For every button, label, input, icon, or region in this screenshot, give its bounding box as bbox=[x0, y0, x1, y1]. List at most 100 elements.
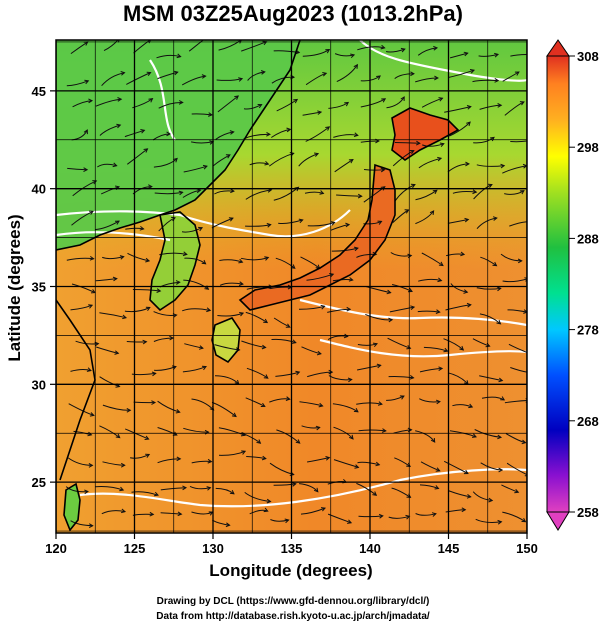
streamline-arrowhead bbox=[173, 157, 178, 163]
streamline bbox=[99, 425, 121, 438]
streamline-arrowhead bbox=[119, 486, 125, 492]
streamline-arrowhead bbox=[438, 366, 444, 372]
streamline-arrowhead bbox=[347, 377, 353, 383]
streamline bbox=[127, 148, 148, 165]
streamline bbox=[445, 509, 466, 513]
streamline bbox=[394, 184, 416, 202]
streamline-arrowhead bbox=[488, 497, 494, 503]
colorbar-tick-label: 258 bbox=[577, 505, 599, 520]
streamline-arrowhead bbox=[261, 455, 267, 461]
x-tick-label: 125 bbox=[124, 541, 146, 556]
streamline-arrowhead bbox=[498, 467, 504, 473]
streamline bbox=[70, 304, 93, 311]
streamline-arrowhead bbox=[293, 98, 299, 104]
streamline-arrowhead bbox=[116, 123, 122, 129]
streamline-arrowhead bbox=[148, 97, 154, 103]
streamline-arrowhead bbox=[92, 180, 98, 185]
streamline-arrowhead bbox=[298, 218, 304, 224]
streamline bbox=[95, 278, 117, 282]
streamline-arrowhead bbox=[388, 317, 394, 323]
streamline bbox=[241, 41, 267, 52]
streamline bbox=[102, 461, 125, 466]
streamline-arrowhead bbox=[529, 219, 533, 223]
streamline-arrowhead bbox=[353, 63, 358, 69]
streamline-arrowhead bbox=[328, 369, 334, 375]
streamline-arrowhead bbox=[350, 53, 356, 59]
colorbar-tick-label: 308 bbox=[577, 49, 599, 64]
streamline-arrowhead bbox=[319, 190, 325, 195]
streamline bbox=[244, 492, 271, 502]
streamline-arrowhead bbox=[432, 189, 438, 195]
streamline-arrowhead bbox=[114, 350, 120, 355]
map-title: MSM 03Z25Aug2023 (1013.2hPa) bbox=[123, 1, 463, 26]
streamline-arrowhead bbox=[182, 251, 188, 257]
streamline-arrowhead bbox=[377, 401, 383, 406]
streamline bbox=[246, 456, 266, 460]
streamline-arrowhead bbox=[198, 345, 204, 350]
colorbar-tick-label: 278 bbox=[577, 323, 599, 338]
y-axis-ticks: 25 30 35 40 45 bbox=[32, 84, 56, 490]
streamline bbox=[219, 259, 243, 263]
streamline-arrowhead bbox=[433, 45, 439, 51]
streamline-arrowhead bbox=[112, 162, 118, 168]
streamline-arrowhead bbox=[320, 507, 326, 512]
streamline-arrowhead bbox=[263, 507, 269, 513]
streamline-arrowhead bbox=[469, 69, 476, 74]
streamline bbox=[157, 458, 181, 464]
streamline-arrowhead bbox=[256, 439, 262, 444]
streamline-arrowhead bbox=[410, 183, 416, 189]
streamline-arrowhead bbox=[471, 433, 477, 438]
streamline-arrowhead bbox=[225, 522, 231, 528]
streamline-arrowhead bbox=[266, 131, 271, 137]
streamline-arrowhead bbox=[463, 51, 469, 57]
streamline bbox=[415, 210, 435, 225]
streamline bbox=[298, 305, 325, 310]
streamline bbox=[334, 159, 354, 173]
streamline-arrowhead bbox=[86, 367, 92, 372]
streamline-arrowhead bbox=[230, 188, 235, 194]
streamline bbox=[300, 256, 320, 269]
streamline bbox=[101, 72, 125, 87]
streamline bbox=[101, 510, 126, 515]
streamline-arrowhead bbox=[431, 512, 437, 517]
streamline-arrowhead bbox=[500, 163, 506, 169]
streamline-arrowhead bbox=[437, 277, 443, 283]
streamline bbox=[327, 335, 348, 341]
streamline-arrowhead bbox=[468, 403, 474, 409]
streamline bbox=[273, 317, 291, 328]
streamline bbox=[99, 124, 121, 136]
streamline bbox=[215, 131, 234, 140]
streamline-arrowhead bbox=[343, 333, 349, 339]
streamline-arrowhead bbox=[519, 190, 525, 195]
streamline-arrowhead bbox=[400, 96, 405, 102]
streamline-arrowhead bbox=[346, 306, 352, 312]
streamline bbox=[302, 111, 322, 116]
streamline-arrowhead bbox=[497, 519, 503, 525]
streamline-arrowhead bbox=[357, 193, 363, 199]
streamline bbox=[273, 483, 296, 486]
streamline bbox=[415, 189, 438, 201]
streamline bbox=[217, 95, 239, 113]
colorbar-bottom-arrow bbox=[546, 511, 570, 531]
streamline bbox=[450, 283, 468, 293]
streamline-arrowhead bbox=[320, 304, 326, 310]
streamline-arrowhead bbox=[290, 264, 296, 269]
streamline bbox=[449, 52, 468, 59]
streamline-arrowhead bbox=[435, 467, 441, 472]
y-axis-label: Latitude (degrees) bbox=[5, 214, 24, 361]
x-tick-label: 130 bbox=[202, 541, 224, 556]
streamline bbox=[71, 210, 94, 226]
streamline-arrowhead bbox=[172, 431, 178, 436]
streamline-arrowhead bbox=[377, 220, 383, 225]
streamline bbox=[188, 40, 205, 52]
streamline-arrowhead bbox=[472, 189, 478, 195]
streamline-arrowhead bbox=[264, 256, 270, 261]
streamline-arrowhead bbox=[84, 489, 89, 495]
streamline bbox=[191, 398, 214, 411]
streamline bbox=[474, 429, 502, 438]
streamline bbox=[300, 507, 326, 515]
streamline bbox=[299, 483, 319, 493]
streamline-arrowhead bbox=[322, 72, 328, 77]
y-tick-label: 35 bbox=[32, 280, 46, 295]
streamline bbox=[387, 337, 411, 349]
